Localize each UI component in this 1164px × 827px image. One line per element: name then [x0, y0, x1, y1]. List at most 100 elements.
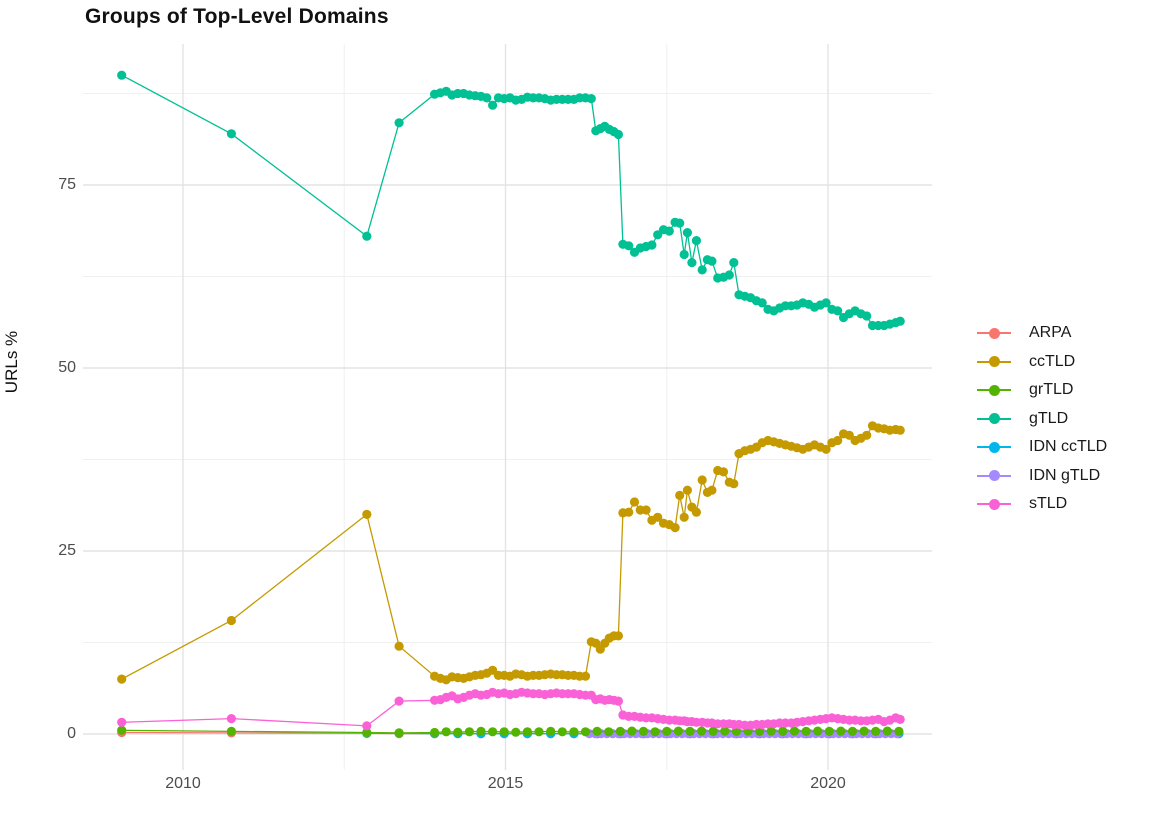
data-point-cctld: [679, 512, 689, 522]
data-point-grtld: [627, 726, 637, 736]
data-point-grtld: [580, 727, 591, 737]
legend-label: IDN ccTLD: [1029, 438, 1108, 456]
legend-label: gTLD: [1029, 409, 1069, 427]
legend-label: IDN gTLD: [1029, 466, 1101, 484]
data-point-grtld: [488, 727, 498, 737]
data-point-gtld: [687, 258, 697, 268]
data-point-gtld: [757, 298, 767, 308]
data-point-cctld: [117, 674, 127, 684]
data-point-grtld: [464, 727, 474, 737]
data-point-gtld: [117, 70, 127, 80]
data-point-grtld: [546, 726, 556, 737]
data-point-gtld: [691, 236, 702, 246]
data-point-grtld: [673, 726, 684, 736]
data-point-grtld: [604, 727, 614, 737]
chart-title: Groups of Top-Level Domains: [85, 5, 389, 28]
legend-line-dot-icon: [977, 413, 1011, 425]
series-line-gtld: [121, 74, 901, 327]
data-point-grtld: [615, 726, 625, 737]
data-point-grtld: [859, 726, 869, 736]
data-point-grtld: [685, 726, 695, 737]
legend-item-idn-gtld: IDN gTLD: [977, 462, 1157, 491]
data-point-cctld: [862, 430, 872, 440]
data-point-grtld: [592, 726, 602, 737]
data-point-grtld: [766, 726, 776, 736]
data-point-gtld: [613, 129, 624, 140]
data-point-gtld: [362, 231, 372, 241]
plot-panel: [83, 44, 932, 770]
data-point-gtld: [394, 118, 404, 128]
data-point-grtld: [801, 726, 811, 737]
x-tick-label: 2010: [165, 775, 201, 792]
data-point-cctld: [821, 444, 831, 454]
data-point-gtld: [647, 240, 657, 250]
data-point-gtld: [664, 226, 674, 236]
data-point-grtld: [708, 726, 718, 737]
data-point-cctld: [624, 507, 634, 517]
y-tick-label: 75: [58, 176, 76, 193]
data-point-grtld: [569, 727, 579, 737]
data-point-grtld: [453, 727, 463, 737]
data-point-cctld: [675, 490, 685, 500]
data-point-gtld: [697, 265, 707, 275]
data-point-cctld: [653, 512, 663, 522]
data-point-gtld: [833, 306, 843, 316]
x-tick-label: 2020: [810, 775, 846, 792]
legend-label: ccTLD: [1029, 352, 1076, 370]
data-point-cctld: [682, 485, 693, 495]
legend-line-dot-icon: [977, 470, 1011, 482]
data-point-grtld: [847, 726, 858, 737]
data-point-grtld: [499, 727, 509, 737]
data-point-gtld: [482, 93, 492, 103]
data-point-stld: [226, 714, 236, 724]
data-point-cctld: [895, 425, 905, 435]
x-tick-label: 2015: [487, 775, 524, 792]
legend-item-grtld: grTLD: [977, 376, 1157, 405]
data-point-stld: [394, 696, 404, 706]
data-point-grtld: [836, 726, 846, 736]
data-point-grtld: [755, 726, 765, 737]
data-point-gtld: [724, 270, 734, 280]
data-point-gtld: [488, 100, 498, 110]
data-point-grtld: [824, 726, 834, 737]
legend-line-dot-icon: [977, 356, 1011, 368]
data-point-cctld: [729, 479, 739, 489]
data-point-gtld: [862, 311, 872, 321]
data-point-stld: [362, 721, 372, 731]
data-point-gtld: [226, 129, 236, 139]
series-line-cctld: [121, 425, 901, 681]
data-point-cctld: [707, 485, 717, 495]
legend-item-cctld: ccTLD: [977, 348, 1157, 377]
data-point-gtld: [586, 94, 596, 104]
data-point-grtld: [894, 726, 904, 737]
data-point-grtld: [731, 726, 742, 737]
legend: ARPA ccTLD grTLD gTLD IDN ccTLD IDN gTLD sTLD: [977, 319, 1157, 519]
data-point-cctld: [718, 467, 729, 477]
legend-line-dot-icon: [977, 327, 1011, 339]
data-point-stld: [613, 696, 624, 706]
data-point-cctld: [697, 475, 707, 485]
data-point-grtld: [813, 726, 823, 736]
data-point-gtld: [675, 218, 685, 228]
data-point-grtld: [789, 726, 800, 736]
data-point-grtld: [117, 725, 127, 735]
data-point-grtld: [430, 727, 440, 738]
data-point-grtld: [362, 727, 372, 738]
data-point-cctld: [580, 671, 591, 681]
data-point-cctld: [613, 631, 624, 641]
data-point-gtld: [624, 241, 634, 251]
legend-item-arpa: ARPA: [977, 319, 1157, 348]
data-point-grtld: [882, 726, 892, 736]
legend-line-dot-icon: [977, 498, 1011, 510]
legend-label: grTLD: [1029, 381, 1074, 399]
data-point-cctld: [833, 435, 843, 446]
data-point-grtld: [697, 726, 707, 736]
data-point-cctld: [629, 497, 640, 507]
data-point-grtld: [476, 726, 486, 737]
data-point-grtld: [522, 727, 532, 737]
data-point-grtld: [557, 727, 567, 737]
data-point-cctld: [670, 523, 680, 533]
data-point-grtld: [662, 726, 672, 737]
legend-label: ARPA: [1029, 324, 1072, 342]
data-point-grtld: [778, 726, 788, 737]
